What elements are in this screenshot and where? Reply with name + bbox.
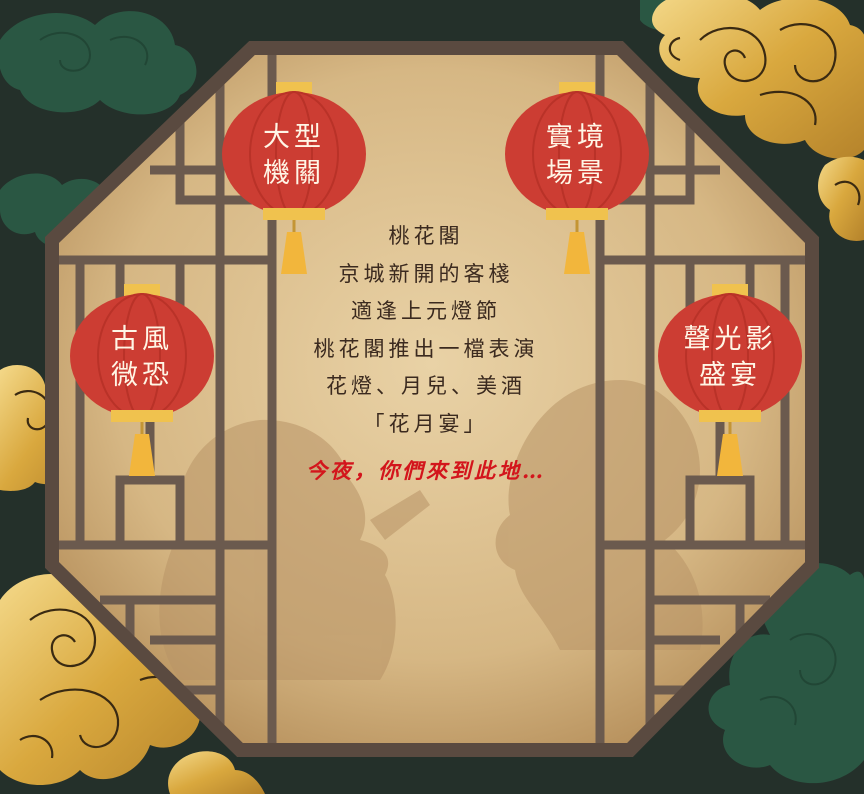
poem-line: 花燈、月兒、美酒: [326, 374, 526, 398]
lantern-icon: [70, 284, 214, 476]
tagline: 今夜，你們來到此地…: [306, 458, 546, 483]
lantern-light-show: 聲光影 盛宴: [655, 284, 805, 484]
poem-line: 適逢上元燈節: [351, 299, 501, 323]
lantern-label: 古風 微恐: [111, 324, 173, 391]
poem-line: 桃花閣: [388, 224, 464, 248]
lantern-label: 聲光影 盛宴: [683, 324, 777, 391]
tassel-icon: [564, 232, 590, 274]
lantern-label: 實境 場景: [546, 122, 608, 189]
tassel-icon: [129, 434, 155, 476]
tassel-icon: [281, 232, 307, 274]
cloud-icon: [652, 0, 864, 241]
story-text: 桃花閣 京城新開的客棧 適逢上元燈節 桃花閣推出一檔表演 花燈、月兒、美酒 「花…: [276, 218, 576, 443]
poem-line: 「花月宴」: [363, 411, 489, 436]
lantern-icon: [658, 284, 802, 476]
poem-line: 桃花閣推出一檔表演: [313, 336, 539, 361]
lantern-label: 大型 機關: [263, 122, 325, 189]
lantern-icon: [505, 82, 649, 274]
lantern-icon: [222, 82, 366, 274]
poem-line: 京城新開的客棧: [338, 261, 514, 286]
lantern-ancient-horror: 古風 微恐: [67, 284, 217, 484]
lantern-large-mechanisms: 大型 機關: [219, 82, 369, 282]
lantern-real-scene: 實境 場景: [502, 82, 652, 282]
tassel-icon: [717, 434, 743, 476]
